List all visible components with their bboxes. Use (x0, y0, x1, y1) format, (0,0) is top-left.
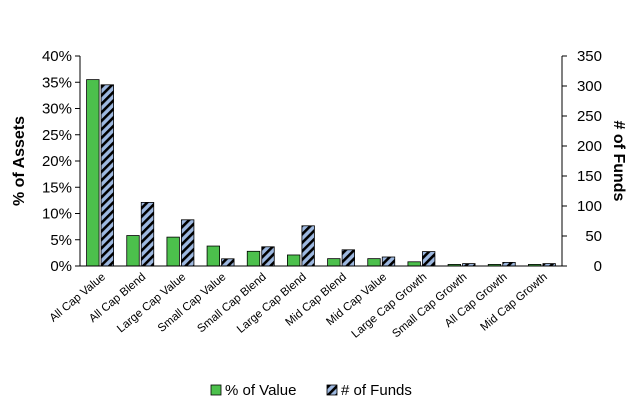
right-axis-title: # of Funds (610, 121, 627, 202)
right-tick-label: 200 (577, 138, 602, 155)
legend-swatch-value (210, 384, 222, 396)
category-label: Small Cap Growth (390, 271, 469, 340)
right-tick-label: 350 (577, 48, 602, 65)
legend: % of Value # of Funds (210, 382, 412, 399)
right-tick-label: 250 (577, 108, 602, 125)
bar-funds-5 (301, 225, 315, 267)
category-label: Large Cap Blend (235, 271, 309, 336)
left-tick-label: 30% (42, 101, 72, 118)
bar-value-7 (367, 258, 381, 267)
right-tick-label: 300 (577, 78, 602, 95)
bar-funds-4 (261, 246, 275, 267)
category-label: Small Cap Value (156, 271, 229, 335)
bar-value-0 (86, 79, 100, 267)
bar-funds-6 (341, 249, 355, 267)
bar-funds-2 (181, 219, 195, 267)
bar-funds-1 (140, 201, 155, 267)
left-tick-label: 10% (42, 206, 72, 223)
bar-value-1 (126, 235, 140, 267)
bar-funds-8 (422, 251, 436, 267)
bar-group (86, 79, 556, 267)
legend-label-funds: # of Funds (341, 382, 412, 399)
bar-funds-10 (502, 261, 516, 267)
right-axis-ticks: 0 50 100 150 200 250 300 350 (562, 48, 602, 275)
legend-label-value: % of Value (225, 382, 296, 399)
right-tick-label: 0 (594, 258, 602, 275)
bar-value-4 (246, 250, 261, 267)
bar-value-8 (407, 261, 421, 267)
bar-value-5 (287, 254, 301, 267)
bar-funds-7 (381, 256, 396, 267)
left-tick-label: 35% (42, 74, 72, 91)
bar-value-3 (206, 245, 220, 267)
left-tick-label: 20% (42, 153, 72, 170)
bar-funds-0 (100, 84, 114, 267)
right-tick-label: 150 (577, 168, 602, 185)
category-label: Small Cap Blend (195, 271, 268, 335)
left-tick-label: 15% (42, 179, 72, 196)
right-tick-label: 100 (577, 198, 602, 215)
left-axis-title: % of Assets (11, 116, 28, 206)
left-tick-label: 40% (42, 48, 72, 65)
category-label: Mid Cap Growth (478, 271, 549, 334)
bar-value-2 (166, 236, 180, 267)
left-tick-label: 0% (50, 258, 72, 275)
left-tick-label: 25% (42, 127, 72, 144)
right-tick-label: 50 (585, 228, 602, 245)
bar-funds-3 (221, 258, 235, 267)
category-label: Large Cap Value (115, 271, 188, 335)
legend-swatch-funds (326, 384, 338, 396)
left-axis-ticks: 0% 5% 10% 15% 20% 25% 30% 35% 40% (42, 48, 80, 275)
category-label: Large Cap Growth (350, 271, 430, 341)
bar-value-6 (327, 258, 341, 267)
left-tick-label: 5% (50, 232, 72, 249)
